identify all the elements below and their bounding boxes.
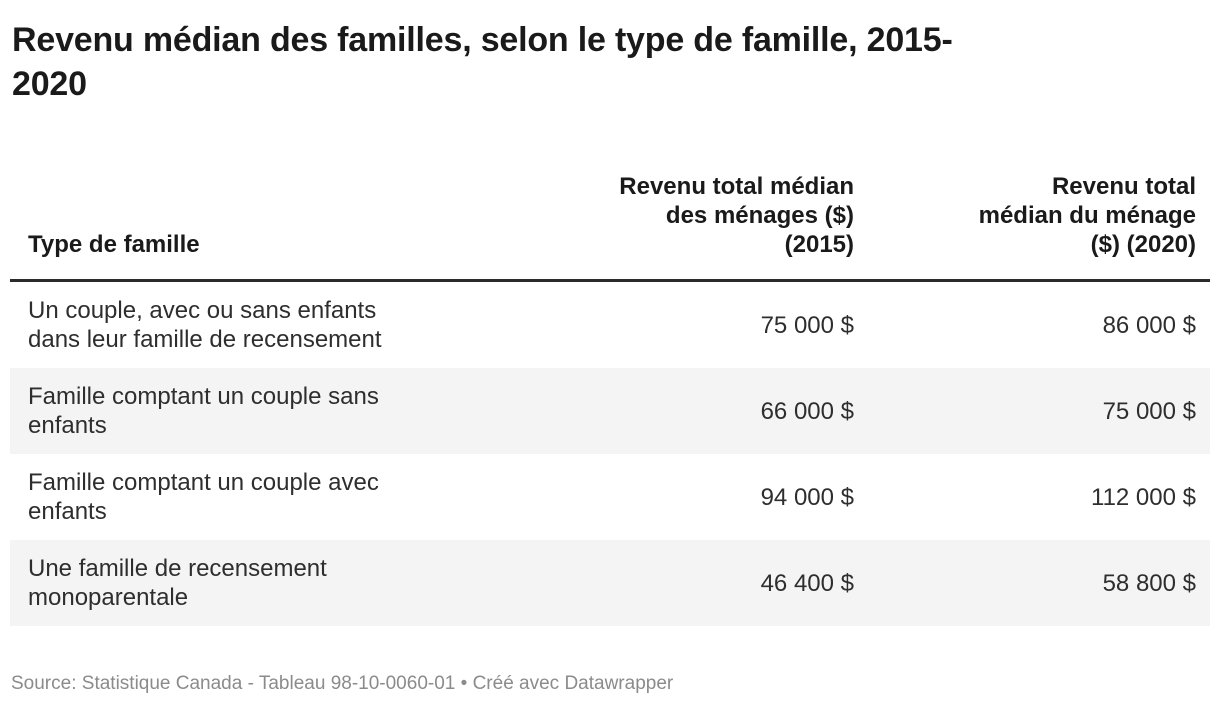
cell-family-type: Famille comptant un couple sans enfants — [28, 383, 379, 439]
separator-dot: • — [460, 673, 468, 694]
cell-income-2015: 46 400 $ — [760, 569, 854, 597]
cell-income-2015: 94 000 $ — [760, 483, 854, 511]
cell-family-type: Famille comptant un couple avec enfants — [28, 469, 379, 525]
header-row: Type de famille Revenu total médian des … — [10, 172, 1210, 282]
column-header-revenu-2020: Revenu total médian du ménage ($) (2020) — [868, 172, 1210, 282]
table-row-monoparentale: Une famille de recensement monoparentale… — [10, 540, 1210, 626]
cell-income-2015: 75 000 $ — [760, 311, 854, 339]
cell-income-2020: 112 000 $ — [1091, 483, 1196, 511]
cell-family-type: Une famille de recensement monoparentale — [28, 555, 327, 611]
datawrapper-attribution-link[interactable]: Créé avec Datawrapper — [472, 673, 674, 694]
table-body: Un couple, avec ou sans enfants dans leu… — [10, 281, 1210, 626]
table-row-couple-avec-enfants: Famille comptant un couple avec enfants … — [10, 454, 1210, 540]
cell-income-2015: 66 000 $ — [760, 397, 854, 425]
table-row-couple-avec-ou-sans-enfants: Un couple, avec ou sans enfants dans leu… — [10, 281, 1210, 369]
table-row-couple-sans-enfants: Famille comptant un couple sans enfants … — [10, 368, 1210, 454]
source-text: Statistique Canada - Tableau 98-10-0060-… — [81, 673, 456, 694]
source-label: Source: — [11, 673, 77, 694]
cell-family-type: Un couple, avec ou sans enfants dans leu… — [28, 297, 382, 353]
cell-income-2020: 58 800 $ — [1102, 569, 1196, 597]
income-table: Type de famille Revenu total médian des … — [10, 172, 1210, 626]
cell-income-2020: 86 000 $ — [1102, 311, 1196, 339]
chart-title: Revenu médian des familles, selon le typ… — [12, 21, 953, 103]
column-header-type-de-famille: Type de famille — [10, 172, 540, 282]
table-header: Type de famille Revenu total médian des … — [10, 172, 1210, 282]
cell-income-2020: 75 000 $ — [1102, 397, 1196, 425]
column-header-revenu-2015: Revenu total médian des ménages ($) (201… — [540, 172, 868, 282]
source-line: Source: Statistique Canada - Tableau 98-… — [11, 672, 1210, 695]
